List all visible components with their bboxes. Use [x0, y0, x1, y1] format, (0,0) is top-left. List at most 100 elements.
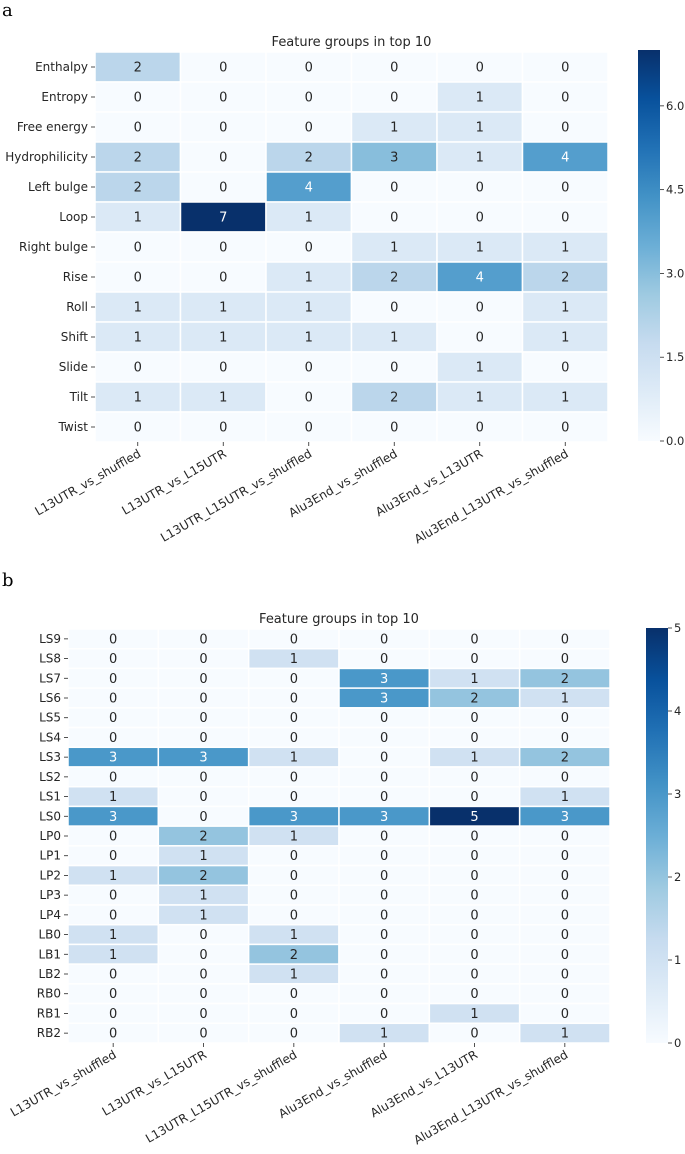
- heatmap-cell: [179, 141, 267, 173]
- heatmap-cell: [350, 411, 438, 443]
- cell-value-label: 0: [290, 672, 298, 687]
- heatmap-cell: [350, 111, 438, 143]
- cell-value-label: 0: [219, 61, 227, 76]
- cell-value-label: 0: [380, 652, 388, 667]
- cell-value-label: 3: [390, 151, 398, 166]
- heatmap-cell: [521, 351, 609, 383]
- cell-value-label: 1: [476, 151, 484, 166]
- row-label: Roll: [66, 300, 88, 314]
- cell-value-label: 0: [390, 91, 398, 106]
- heatmap-cell: [521, 291, 609, 323]
- row-label: LS6: [39, 691, 61, 705]
- cell-value-label: 0: [305, 241, 313, 256]
- colorbar-tick-label: 1.5: [666, 350, 684, 364]
- cell-value-label: 1: [109, 928, 117, 943]
- heatmap-cell: [179, 381, 267, 413]
- cell-value-label: 1: [134, 391, 142, 406]
- cell-value-label: 0: [219, 181, 227, 196]
- cell-value-label: 0: [109, 652, 117, 667]
- row-label: LS9: [39, 632, 61, 646]
- cell-value-label: 1: [561, 391, 569, 406]
- heatmap-cell: [179, 411, 267, 443]
- colorbar-tick-label: 0: [674, 1036, 681, 1050]
- row-label: LB0: [38, 928, 61, 942]
- row-label: Right bulge: [19, 240, 88, 254]
- cell-value-label: 0: [561, 968, 569, 983]
- row-label: LP2: [39, 868, 61, 882]
- colorbar-tick-label: 0.0: [666, 434, 684, 448]
- cell-value-label: 0: [109, 987, 117, 1002]
- cell-value-label: 2: [305, 151, 313, 166]
- cell-value-label: 0: [470, 731, 478, 746]
- cell-value-label: 0: [476, 61, 484, 76]
- cell-value-label: 0: [199, 692, 207, 707]
- cell-value-label: 0: [380, 830, 388, 845]
- cell-value-label: 0: [561, 908, 569, 923]
- cell-value-label: 1: [390, 121, 398, 136]
- heatmap-cell: [179, 321, 267, 353]
- cell-value-label: 0: [219, 271, 227, 286]
- heatmap-cell: [521, 171, 609, 203]
- row-label: RB1: [37, 1006, 61, 1020]
- cell-value-label: 1: [561, 241, 569, 256]
- cell-value-label: 0: [390, 181, 398, 196]
- cell-value-label: 0: [305, 61, 313, 76]
- cell-value-label: 0: [305, 121, 313, 136]
- row-label: LP3: [39, 888, 61, 902]
- cell-value-label: 5: [470, 810, 478, 825]
- cell-value-label: 0: [390, 61, 398, 76]
- heatmap-cell: [521, 381, 609, 413]
- row-label: LP0: [39, 829, 61, 843]
- cell-value-label: 0: [561, 91, 569, 106]
- cell-value-label: 0: [380, 1007, 388, 1022]
- cell-value-label: 0: [199, 731, 207, 746]
- cell-value-label: 0: [470, 830, 478, 845]
- row-label: RB0: [37, 987, 61, 1001]
- cell-value-label: 0: [199, 948, 207, 963]
- cell-value-label: 1: [290, 751, 298, 766]
- cell-value-label: 0: [199, 790, 207, 805]
- cell-value-label: 0: [561, 948, 569, 963]
- colorbar-tick-label: 4.5: [666, 183, 684, 197]
- row-label: LS5: [39, 711, 61, 725]
- cell-value-label: 0: [380, 948, 388, 963]
- cell-value-label: 3: [199, 751, 207, 766]
- cell-value-label: 2: [199, 830, 207, 845]
- cell-value-label: 2: [470, 692, 478, 707]
- colorbar-b: 0 1 2 3 4 5: [646, 621, 681, 1050]
- cell-value-label: 0: [470, 948, 478, 963]
- cell-value-label: 1: [305, 301, 313, 316]
- cell-value-label: 7: [219, 211, 227, 226]
- cell-value-label: 0: [134, 361, 142, 376]
- cell-value-label: 0: [561, 361, 569, 376]
- cell-value-label: 1: [470, 1007, 478, 1022]
- heatmap-cell: [94, 321, 182, 353]
- cell-value-label: 0: [290, 770, 298, 785]
- cell-value-label: 0: [219, 121, 227, 136]
- cell-value-label: 1: [390, 241, 398, 256]
- cell-value-label: 1: [476, 391, 484, 406]
- cell-value-label: 1: [390, 331, 398, 346]
- cell-value-label: 0: [380, 849, 388, 864]
- cell-value-label: 1: [219, 331, 227, 346]
- heatmap-cell: [521, 81, 609, 113]
- cell-value-label: 0: [390, 211, 398, 226]
- cell-value-label: 1: [199, 908, 207, 923]
- cell-value-label: 0: [109, 731, 117, 746]
- cell-value-label: 0: [561, 1007, 569, 1022]
- heatmap-cell: [179, 81, 267, 113]
- cell-value-label: 0: [380, 869, 388, 884]
- cell-value-label: 2: [390, 271, 398, 286]
- cell-value-label: 0: [476, 331, 484, 346]
- cell-value-label: 0: [109, 968, 117, 983]
- cell-value-label: 0: [561, 711, 569, 726]
- cell-value-label: 0: [290, 869, 298, 884]
- cell-value-label: 0: [290, 987, 298, 1002]
- cell-value-label: 0: [134, 121, 142, 136]
- row-label: Shift: [61, 330, 89, 344]
- heatmap-cell: [521, 141, 609, 173]
- cell-value-label: 0: [470, 908, 478, 923]
- cell-value-label: 0: [561, 632, 569, 647]
- cell-value-label: 1: [109, 790, 117, 805]
- cell-value-label: 1: [290, 968, 298, 983]
